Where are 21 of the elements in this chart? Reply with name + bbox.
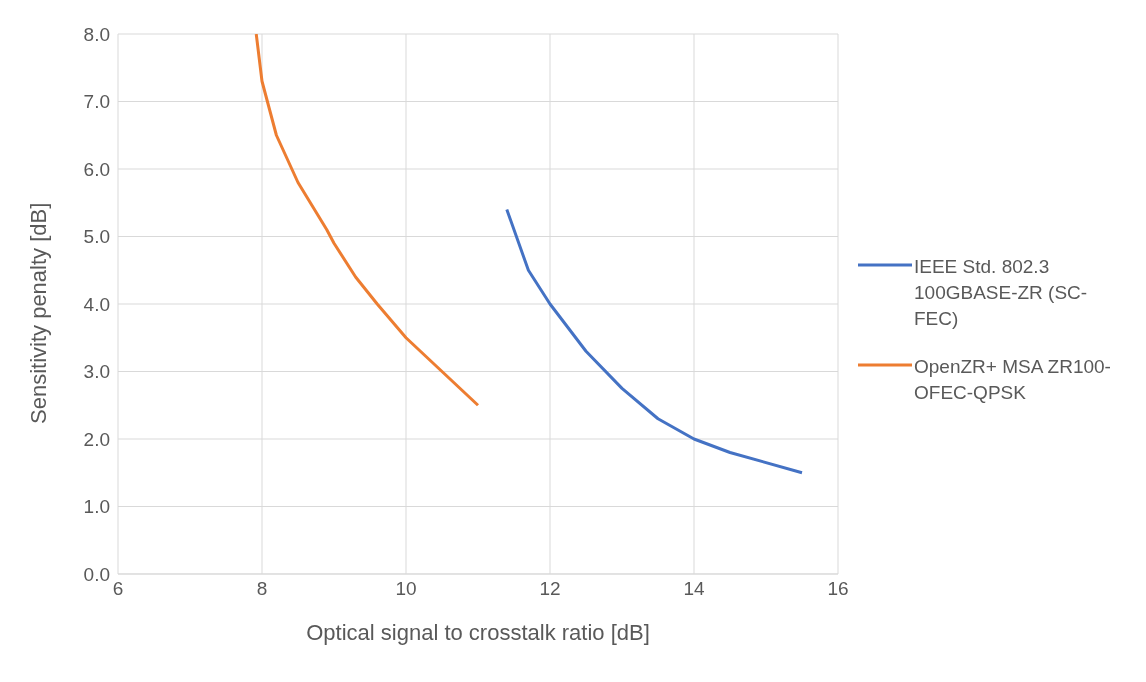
y-tick-label: 6.0 xyxy=(83,158,110,180)
line-series xyxy=(254,34,480,407)
line-series xyxy=(505,208,804,475)
x-axis-title: Optical signal to crosstalk ratio [dB] xyxy=(306,620,650,645)
legend-label: OpenZR+ MSA ZR100-OFEC-QPSK xyxy=(914,355,1112,405)
y-tick-label: 8.0 xyxy=(83,23,110,45)
y-tick-label: 1.0 xyxy=(83,496,110,518)
x-tick-label: 12 xyxy=(539,578,561,600)
x-tick-label: 8 xyxy=(256,578,268,600)
legend-label: IEEE Std. 802.3 100GBASE-ZR (SC-FEC) xyxy=(914,255,1089,331)
y-tick-label: 0.0 xyxy=(83,563,110,585)
x-tick-label: 14 xyxy=(683,578,705,600)
x-tick-label: 10 xyxy=(395,578,417,600)
y-axis-title: Sensitivity penalty [dB] xyxy=(25,202,51,424)
y-tick-label: 3.0 xyxy=(83,361,110,383)
y-tick-label: 2.0 xyxy=(83,428,110,450)
y-tick-label: 4.0 xyxy=(83,293,110,315)
x-tick-label: 6 xyxy=(112,578,124,600)
y-tick-label: 5.0 xyxy=(83,226,110,248)
x-tick-label: 16 xyxy=(827,578,849,600)
y-tick-label: 7.0 xyxy=(83,91,110,113)
